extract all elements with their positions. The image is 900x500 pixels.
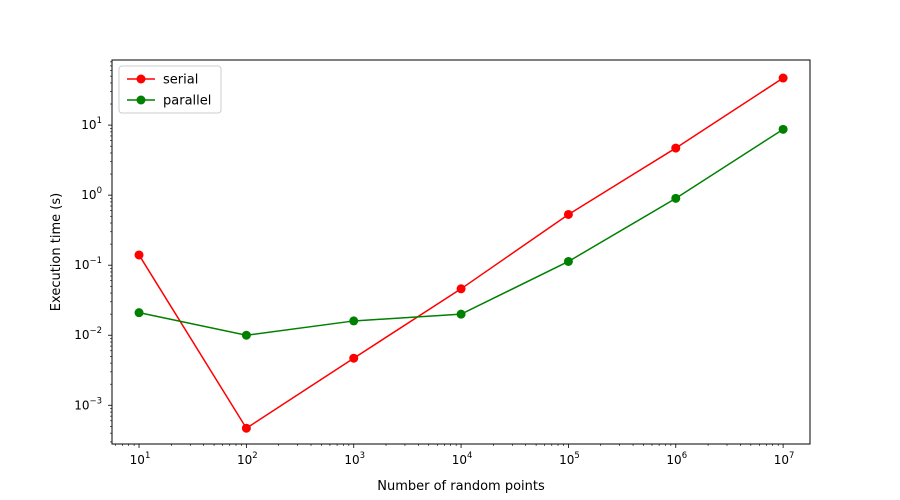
data-point-parallel bbox=[563, 256, 573, 266]
data-point-parallel bbox=[456, 309, 466, 319]
x-tick-label: 107 bbox=[774, 451, 795, 467]
x-tick-label: 106 bbox=[666, 451, 687, 467]
x-tick-label: 101 bbox=[130, 451, 151, 467]
data-point-serial bbox=[349, 353, 359, 363]
y-tick-label: 10−2 bbox=[74, 326, 102, 342]
legend-marker-serial bbox=[136, 74, 146, 84]
plot-area: 101 102 103 104 105 106 107 10−3 10−2 10−1 100 101 s… bbox=[74, 59, 811, 467]
y-tick-label: 10−1 bbox=[74, 256, 102, 272]
data-point-serial bbox=[671, 143, 681, 153]
data-point-parallel bbox=[671, 193, 681, 203]
y-axis-label: Execution time (s) bbox=[49, 193, 64, 311]
data-point-serial bbox=[456, 284, 466, 294]
axes-frame bbox=[111, 59, 811, 445]
x-tick-label: 102 bbox=[237, 451, 258, 467]
series-line-parallel bbox=[138, 128, 784, 336]
data-point-parallel bbox=[778, 124, 788, 134]
x-axis-label: Number of random points bbox=[377, 479, 545, 494]
y-tick-label: 10−3 bbox=[74, 396, 102, 412]
y-tick-label: 101 bbox=[81, 116, 102, 132]
data-point-parallel bbox=[134, 308, 144, 318]
x-tick-label: 105 bbox=[559, 451, 580, 467]
data-point-serial bbox=[563, 209, 573, 219]
legend-marker-parallel bbox=[136, 95, 146, 105]
data-point-serial bbox=[241, 423, 251, 433]
data-point-serial bbox=[778, 73, 788, 83]
x-tick-label: 104 bbox=[452, 451, 473, 467]
series-line-serial bbox=[138, 77, 784, 430]
x-tick-label: 103 bbox=[344, 451, 365, 467]
legend-label-parallel: parallel bbox=[163, 94, 211, 109]
legend-label-serial: serial bbox=[163, 73, 198, 88]
legend: serial parallel bbox=[118, 65, 222, 114]
y-tick-label: 100 bbox=[81, 186, 102, 202]
data-point-serial bbox=[134, 250, 144, 260]
data-point-parallel bbox=[349, 316, 359, 326]
data-point-parallel bbox=[241, 330, 251, 340]
